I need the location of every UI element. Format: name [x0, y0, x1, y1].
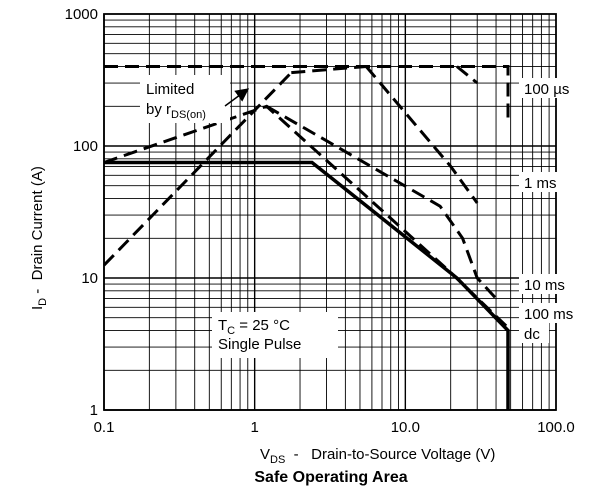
label-100us-bg: [519, 78, 589, 98]
limited-annotation-line1: Limited: [146, 81, 194, 98]
series-limited-by-rds-on: [102, 71, 293, 267]
x-axis-label: VDS - Drain-to-Source Voltage (V): [260, 446, 495, 466]
curve-label-dc: dc: [524, 326, 540, 343]
y-tick-label: 100: [73, 138, 98, 155]
series-10-ms: [265, 105, 498, 300]
y-tick-label: 1000: [65, 6, 98, 23]
x-tick-label: 10.0: [391, 419, 420, 436]
conditions-annotation-line1: TC = 25 °C: [218, 317, 290, 337]
series-1-ms: [365, 65, 479, 204]
limited-annotation-arrow: [224, 88, 250, 107]
label-10ms-bg: [519, 274, 577, 294]
chart-title: Safe Operating Area: [254, 469, 407, 486]
conditions-annotation-bg: [212, 312, 338, 358]
conditions-annotation-line2: Single Pulse: [218, 336, 301, 353]
series-lines: [102, 65, 510, 410]
series-1-ms: [291, 65, 367, 75]
curve-label-100us: 100 µs: [524, 81, 569, 98]
x-tick-label: 100.0: [537, 419, 575, 436]
limited-annotation-bg: [140, 75, 230, 123]
plot-frame: [103, 13, 557, 411]
x-tick-label: 0.1: [94, 419, 115, 436]
series-100-ms: [103, 104, 510, 329]
curve-label-1ms: 1 ms: [524, 175, 557, 192]
y-axis-label: ID - Drain Current (A): [29, 166, 49, 310]
curve-label-10ms: 10 ms: [524, 277, 565, 294]
series-dc: [104, 160, 510, 410]
label-100ms-bg: [519, 303, 587, 323]
y-tick-label: 1: [90, 402, 98, 419]
label-dc-bg: [519, 323, 549, 343]
series-10-ms: [455, 65, 479, 85]
x-tick-label: 1: [250, 419, 258, 436]
label-1ms-bg: [519, 172, 569, 192]
curve-label-100ms: 100 ms: [524, 306, 573, 323]
series-100-s: [104, 65, 510, 120]
y-tick-label: 10: [81, 270, 98, 287]
limited-annotation-line2: by rDS(on): [146, 101, 206, 121]
